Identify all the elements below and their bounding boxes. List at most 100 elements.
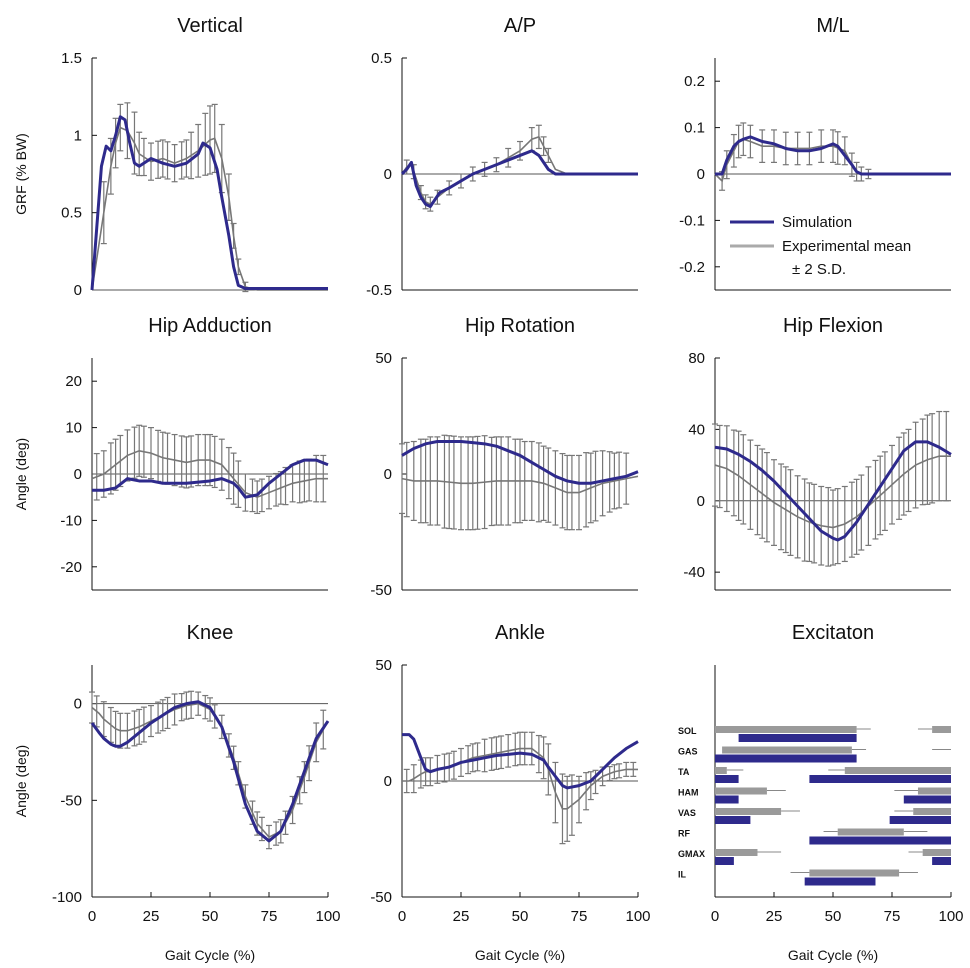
- muscle-label: SOL: [678, 726, 697, 736]
- panel-title: Vertical: [177, 15, 243, 37]
- sim-bar: [715, 816, 751, 824]
- experimental-mean-line: [91, 126, 328, 291]
- y-tick-label: -50: [60, 792, 82, 809]
- x-tick-label: 25: [453, 908, 470, 925]
- y-tick-label: -0.5: [366, 282, 392, 299]
- muscle-label: TA: [678, 767, 690, 777]
- sim-bar: [903, 795, 951, 804]
- x-tick-label: 25: [143, 908, 160, 925]
- simulation-line: [401, 440, 639, 485]
- y-tick-label: 0.2: [684, 73, 705, 90]
- y-tick-label: -0.1: [679, 212, 705, 229]
- legend-sd-label: ± 2 S.D.: [792, 261, 846, 278]
- y-tick-label: -0.2: [679, 259, 705, 276]
- simulation-line: [90, 115, 328, 291]
- y-tick-label: 0.1: [684, 120, 705, 137]
- x-tick-label: 100: [938, 908, 963, 925]
- y-tick-label: 0: [697, 166, 705, 183]
- panels: Vertical 0 0.5 1 1.5 GRF (% BW) A/P -0.5 0 0.5 M/L…: [13, 15, 964, 963]
- muscle-label: GMAX: [678, 849, 705, 859]
- panel-5: Hip Flexion -40 0 40 80: [683, 315, 952, 591]
- sim-bar: [804, 877, 876, 886]
- y-tick-label: -40: [683, 564, 705, 581]
- x-axis-label: Gait Cycle (%): [165, 947, 255, 963]
- exp-bar: [715, 808, 782, 815]
- legend-experimental-label: Experimental mean: [782, 238, 911, 255]
- sim-bar: [715, 857, 734, 865]
- muscle-label: RF: [678, 829, 690, 839]
- y-axis-label: Angle (deg): [13, 745, 29, 817]
- x-tick-label: 100: [315, 908, 340, 925]
- y-tick-label: 1.5: [61, 50, 82, 67]
- experimental-mean-line: [402, 747, 638, 810]
- y-tick-label: -20: [60, 559, 82, 576]
- panel-title: Hip Adduction: [148, 315, 271, 337]
- y-tick-label: 0: [384, 466, 392, 483]
- simulation-line: [90, 700, 330, 843]
- x-tick-label: 50: [202, 908, 219, 925]
- panel-title: M/L: [816, 15, 849, 37]
- exp-bar: [715, 726, 857, 733]
- panel-title: Ankle: [495, 622, 545, 644]
- muscle-label: IL: [678, 870, 687, 880]
- panel-title: Knee: [187, 622, 234, 644]
- simulation-line: [92, 458, 329, 499]
- sim-bar: [715, 754, 857, 763]
- panel-title: Hip Flexion: [783, 315, 883, 337]
- y-tick-label: 0: [384, 773, 392, 790]
- experimental-mean-line: [91, 449, 328, 499]
- x-tick-label: 75: [261, 908, 278, 925]
- simulation-line: [402, 733, 639, 790]
- y-tick-label: 50: [375, 350, 392, 367]
- y-tick-label: 0: [384, 166, 392, 183]
- sim-bar: [715, 775, 739, 783]
- exp-bar: [913, 808, 951, 815]
- y-tick-label: -10: [60, 512, 82, 529]
- x-tick-label: 0: [711, 908, 719, 925]
- exp-bar: [722, 746, 852, 754]
- y-tick-label: -50: [370, 889, 392, 906]
- exp-bar: [809, 869, 900, 877]
- simulation-line: [715, 135, 951, 176]
- x-axis-label: Gait Cycle (%): [788, 947, 878, 963]
- sim-bar: [932, 857, 951, 865]
- y-axis-label: Angle (deg): [13, 438, 29, 510]
- y-tick-label: 0: [697, 493, 705, 510]
- panel-8: Excitaton 0 25 50 75 100 Gait Cycle (%) SOL GAS T…: [678, 622, 964, 963]
- y-tick-label: 20: [65, 373, 82, 390]
- legend-simulation-label: Simulation: [782, 214, 852, 231]
- exp-bar: [715, 767, 727, 774]
- simulation-line: [714, 440, 952, 542]
- y-tick-label: 0.5: [371, 50, 392, 67]
- y-tick-label: -100: [52, 889, 82, 906]
- y-tick-label: 50: [375, 657, 392, 674]
- panel-2: M/L -0.2 -0.1 0 0.1 0.2 Simulation Experimental…: [679, 15, 951, 291]
- exp-bar: [932, 726, 951, 733]
- x-tick-label: 0: [398, 908, 406, 925]
- x-tick-label: 75: [571, 908, 588, 925]
- x-axis-label: Gait Cycle (%): [475, 947, 565, 963]
- y-tick-label: 0: [74, 466, 82, 483]
- x-tick-label: 0: [88, 908, 96, 925]
- exp-bar: [715, 787, 767, 795]
- sim-bar: [715, 795, 739, 804]
- x-tick-label: 50: [512, 908, 529, 925]
- muscle-label: VAS: [678, 808, 696, 818]
- exp-bar: [715, 849, 758, 856]
- y-tick-label: 0: [74, 696, 82, 713]
- exp-bar: [844, 767, 951, 774]
- muscle-label: HAM: [678, 788, 699, 798]
- panel-title: Hip Rotation: [465, 315, 575, 337]
- y-tick-label: 0.5: [61, 205, 82, 222]
- sim-bar: [738, 734, 857, 742]
- x-tick-label: 75: [884, 908, 901, 925]
- y-tick-label: 10: [65, 420, 82, 437]
- panel-title: Excitaton: [792, 622, 874, 644]
- y-tick-label: 0: [74, 282, 82, 299]
- panel-3: Hip Adduction -20 -10 0 10 20 Angle (deg): [13, 315, 329, 591]
- x-tick-label: 25: [766, 908, 783, 925]
- muscle-label: GAS: [678, 747, 698, 757]
- exp-bar: [837, 828, 904, 836]
- sim-bar: [809, 775, 951, 783]
